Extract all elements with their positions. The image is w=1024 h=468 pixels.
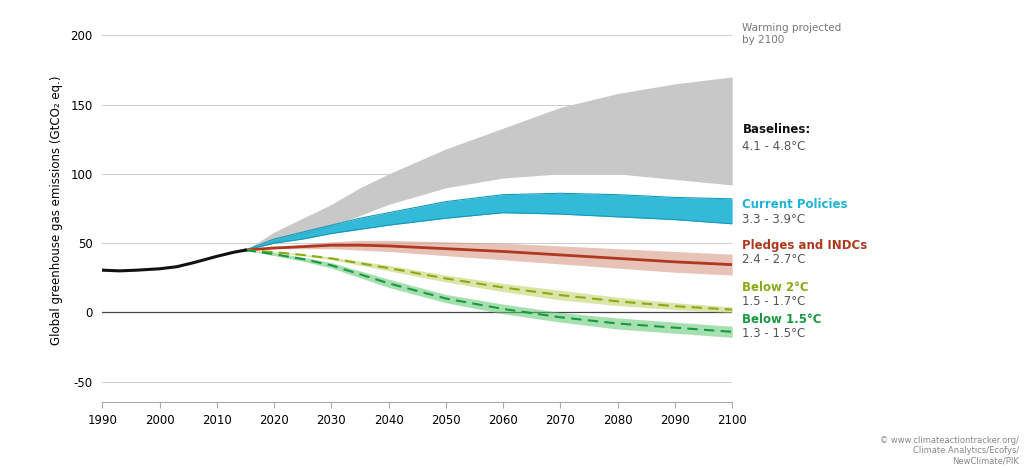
Text: 1.5 - 1.7°C: 1.5 - 1.7°C	[742, 295, 806, 308]
Text: 1.3 - 1.5°C: 1.3 - 1.5°C	[742, 327, 806, 340]
Text: Below 1.5°C: Below 1.5°C	[742, 313, 822, 326]
Text: Baselines:: Baselines:	[742, 123, 811, 136]
Text: © www.climateactiontracker.org/
Climate Analytics/Ecofys/
NewClimate/PIK: © www.climateactiontracker.org/ Climate …	[880, 436, 1019, 466]
Text: 3.3 - 3.9°C: 3.3 - 3.9°C	[742, 213, 806, 226]
Text: Pledges and INDCs: Pledges and INDCs	[742, 240, 867, 252]
Text: Below 2°C: Below 2°C	[742, 281, 809, 294]
Text: Current Policies: Current Policies	[742, 198, 848, 211]
Text: 2.4 - 2.7°C: 2.4 - 2.7°C	[742, 253, 806, 266]
Y-axis label: Global greenhouse gas emissions (GtCO₂ eq.): Global greenhouse gas emissions (GtCO₂ e…	[50, 76, 63, 345]
Text: 4.1 - 4.8°C: 4.1 - 4.8°C	[742, 139, 806, 153]
Text: Warming projected
by 2100: Warming projected by 2100	[742, 23, 842, 45]
